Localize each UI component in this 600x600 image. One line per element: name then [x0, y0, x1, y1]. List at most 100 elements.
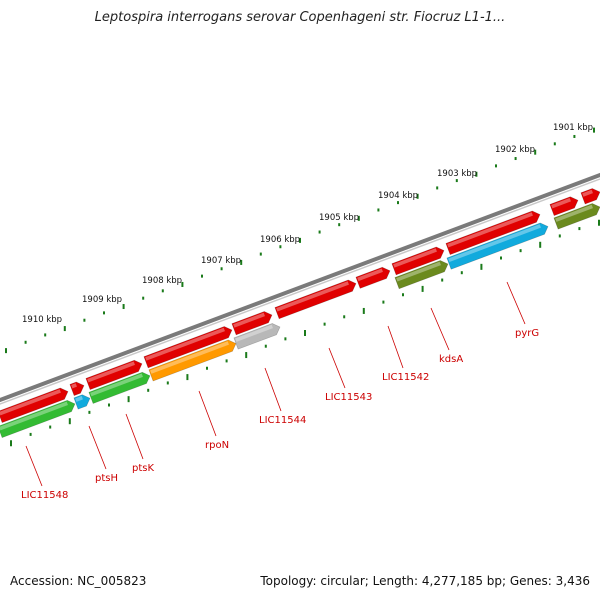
- ruler-label: 1905 kbp: [319, 213, 359, 223]
- inner-ruler-tick: [519, 249, 522, 253]
- inner-ruler-tick: [402, 293, 404, 297]
- gene-red-5-shape: [231, 311, 273, 336]
- ruler-tick: [161, 289, 164, 293]
- gene-red-11-shape: [580, 188, 600, 205]
- gene-red-10[interactable]: [549, 195, 580, 217]
- gene-label[interactable]: kdsA: [439, 354, 463, 365]
- gene-kdsa-highlight: [396, 261, 441, 282]
- inner-ruler-tick: [343, 315, 346, 319]
- ruler-label: 1910 kbp: [22, 315, 62, 325]
- ruler-tick: [357, 215, 360, 221]
- gene-olive-end-highlight: [555, 204, 593, 222]
- gene-label[interactable]: ptsK: [132, 463, 154, 474]
- gene-lic11544[interactable]: [233, 321, 282, 350]
- ruler-tick: [416, 193, 419, 199]
- ruler-tick: [5, 348, 7, 354]
- gene-lic11548-highlight: [0, 401, 68, 431]
- inner-ruler-tick: [323, 322, 326, 326]
- ruler-label: 1902 kbp: [495, 145, 535, 155]
- inner-ruler-tick: [558, 234, 561, 238]
- gene-red-8-shape: [391, 246, 445, 276]
- gene-red-3-shape: [85, 359, 143, 391]
- gene-rpon[interactable]: [148, 338, 238, 382]
- gene-label[interactable]: LIC11548: [21, 490, 68, 501]
- ruler-tick: [377, 208, 380, 212]
- inner-ruler-tick: [362, 307, 365, 314]
- gene-red-7[interactable]: [355, 265, 392, 289]
- inner-ruler-tick: [382, 300, 385, 304]
- gene-kdsa[interactable]: [394, 258, 450, 290]
- gene-red-8[interactable]: [391, 245, 446, 276]
- gene-pyrg-shape: [446, 222, 549, 270]
- inner-ruler-tick: [598, 219, 600, 226]
- gene-olive-end-shape: [553, 203, 600, 230]
- accession-text: Accession: NC_005823: [10, 574, 147, 588]
- gene-red-11-highlight: [582, 189, 593, 197]
- genome-backbone: [0, 172, 600, 403]
- gene-red-11[interactable]: [580, 186, 600, 205]
- gene-red-1-highlight: [0, 389, 61, 416]
- gene-label-leader: [506, 281, 526, 325]
- gene-label[interactable]: LIC11544: [259, 415, 306, 426]
- gene-lic11548-shape: [0, 400, 76, 439]
- gene-label[interactable]: LIC11543: [325, 392, 372, 403]
- inner-ruler-tick: [206, 366, 208, 370]
- gene-olive-end[interactable]: [553, 201, 600, 230]
- gene-pyrg[interactable]: [446, 221, 550, 270]
- gene-rpon-highlight: [150, 341, 229, 374]
- ruler-tick: [44, 333, 47, 337]
- ruler-tick: [318, 230, 321, 234]
- ruler-label: 1906 kbp: [260, 235, 300, 245]
- ruler-tick: [279, 245, 282, 249]
- gene-red-5[interactable]: [231, 309, 274, 336]
- ruler-tick: [201, 274, 203, 278]
- ruler-tick: [475, 171, 478, 177]
- inner-ruler-tick: [480, 263, 483, 270]
- ruler-tick: [63, 326, 66, 332]
- inner-ruler-tick: [68, 418, 71, 425]
- inner-ruler-tick: [186, 374, 189, 381]
- gene-label[interactable]: pyrG: [515, 328, 539, 339]
- gene-kdsa-shape: [394, 260, 449, 290]
- gene-label-leader: [328, 347, 346, 389]
- inner-ruler-tick: [539, 241, 542, 248]
- gene-label[interactable]: rpoN: [205, 440, 229, 451]
- gene-red-9-shape: [445, 210, 541, 256]
- gene-label-leader: [198, 390, 217, 437]
- ruler-tick: [142, 296, 145, 300]
- ruler-tick: [338, 223, 341, 227]
- gene-lic11548[interactable]: [0, 398, 77, 439]
- ruler-tick: [573, 134, 576, 138]
- gene-red-2[interactable]: [69, 380, 86, 397]
- gene-red-7-highlight: [357, 268, 383, 282]
- gene-ptsk-highlight: [90, 373, 143, 397]
- gene-label[interactable]: ptsH: [95, 473, 118, 484]
- genome-summary-text: Topology: circular; Length: 4,277,185 bp…: [260, 574, 590, 588]
- ruler-tick: [240, 259, 243, 265]
- gene-ptsk[interactable]: [88, 370, 152, 404]
- gene-rpon-shape: [148, 339, 237, 382]
- gene-ptsh[interactable]: [73, 393, 92, 410]
- gene-red-2-highlight: [71, 383, 77, 389]
- gene-label[interactable]: LIC11542: [382, 372, 429, 383]
- ruler-label: 1901 kbp: [553, 123, 593, 133]
- ruler-tick: [553, 142, 556, 146]
- genome-backbone-shadow: [0, 178, 600, 405]
- gene-red-10-shape: [549, 196, 579, 217]
- ruler-label: 1904 kbp: [378, 191, 418, 201]
- gene-ptsh-highlight: [75, 396, 83, 402]
- gene-red-4[interactable]: [143, 324, 234, 369]
- inner-ruler-tick: [264, 344, 267, 348]
- ruler-tick: [299, 237, 301, 243]
- gene-red-6[interactable]: [274, 278, 358, 320]
- gene-label-leader: [387, 325, 404, 369]
- gene-red-1[interactable]: [0, 386, 70, 424]
- gene-red-4-highlight: [145, 327, 225, 361]
- gene-red-5-highlight: [233, 312, 265, 328]
- gene-ptsh-shape: [73, 394, 91, 410]
- gene-red-3[interactable]: [85, 358, 144, 391]
- gene-red-9[interactable]: [445, 209, 542, 256]
- gene-red-9-highlight: [447, 212, 533, 248]
- inner-ruler-tick: [166, 381, 169, 385]
